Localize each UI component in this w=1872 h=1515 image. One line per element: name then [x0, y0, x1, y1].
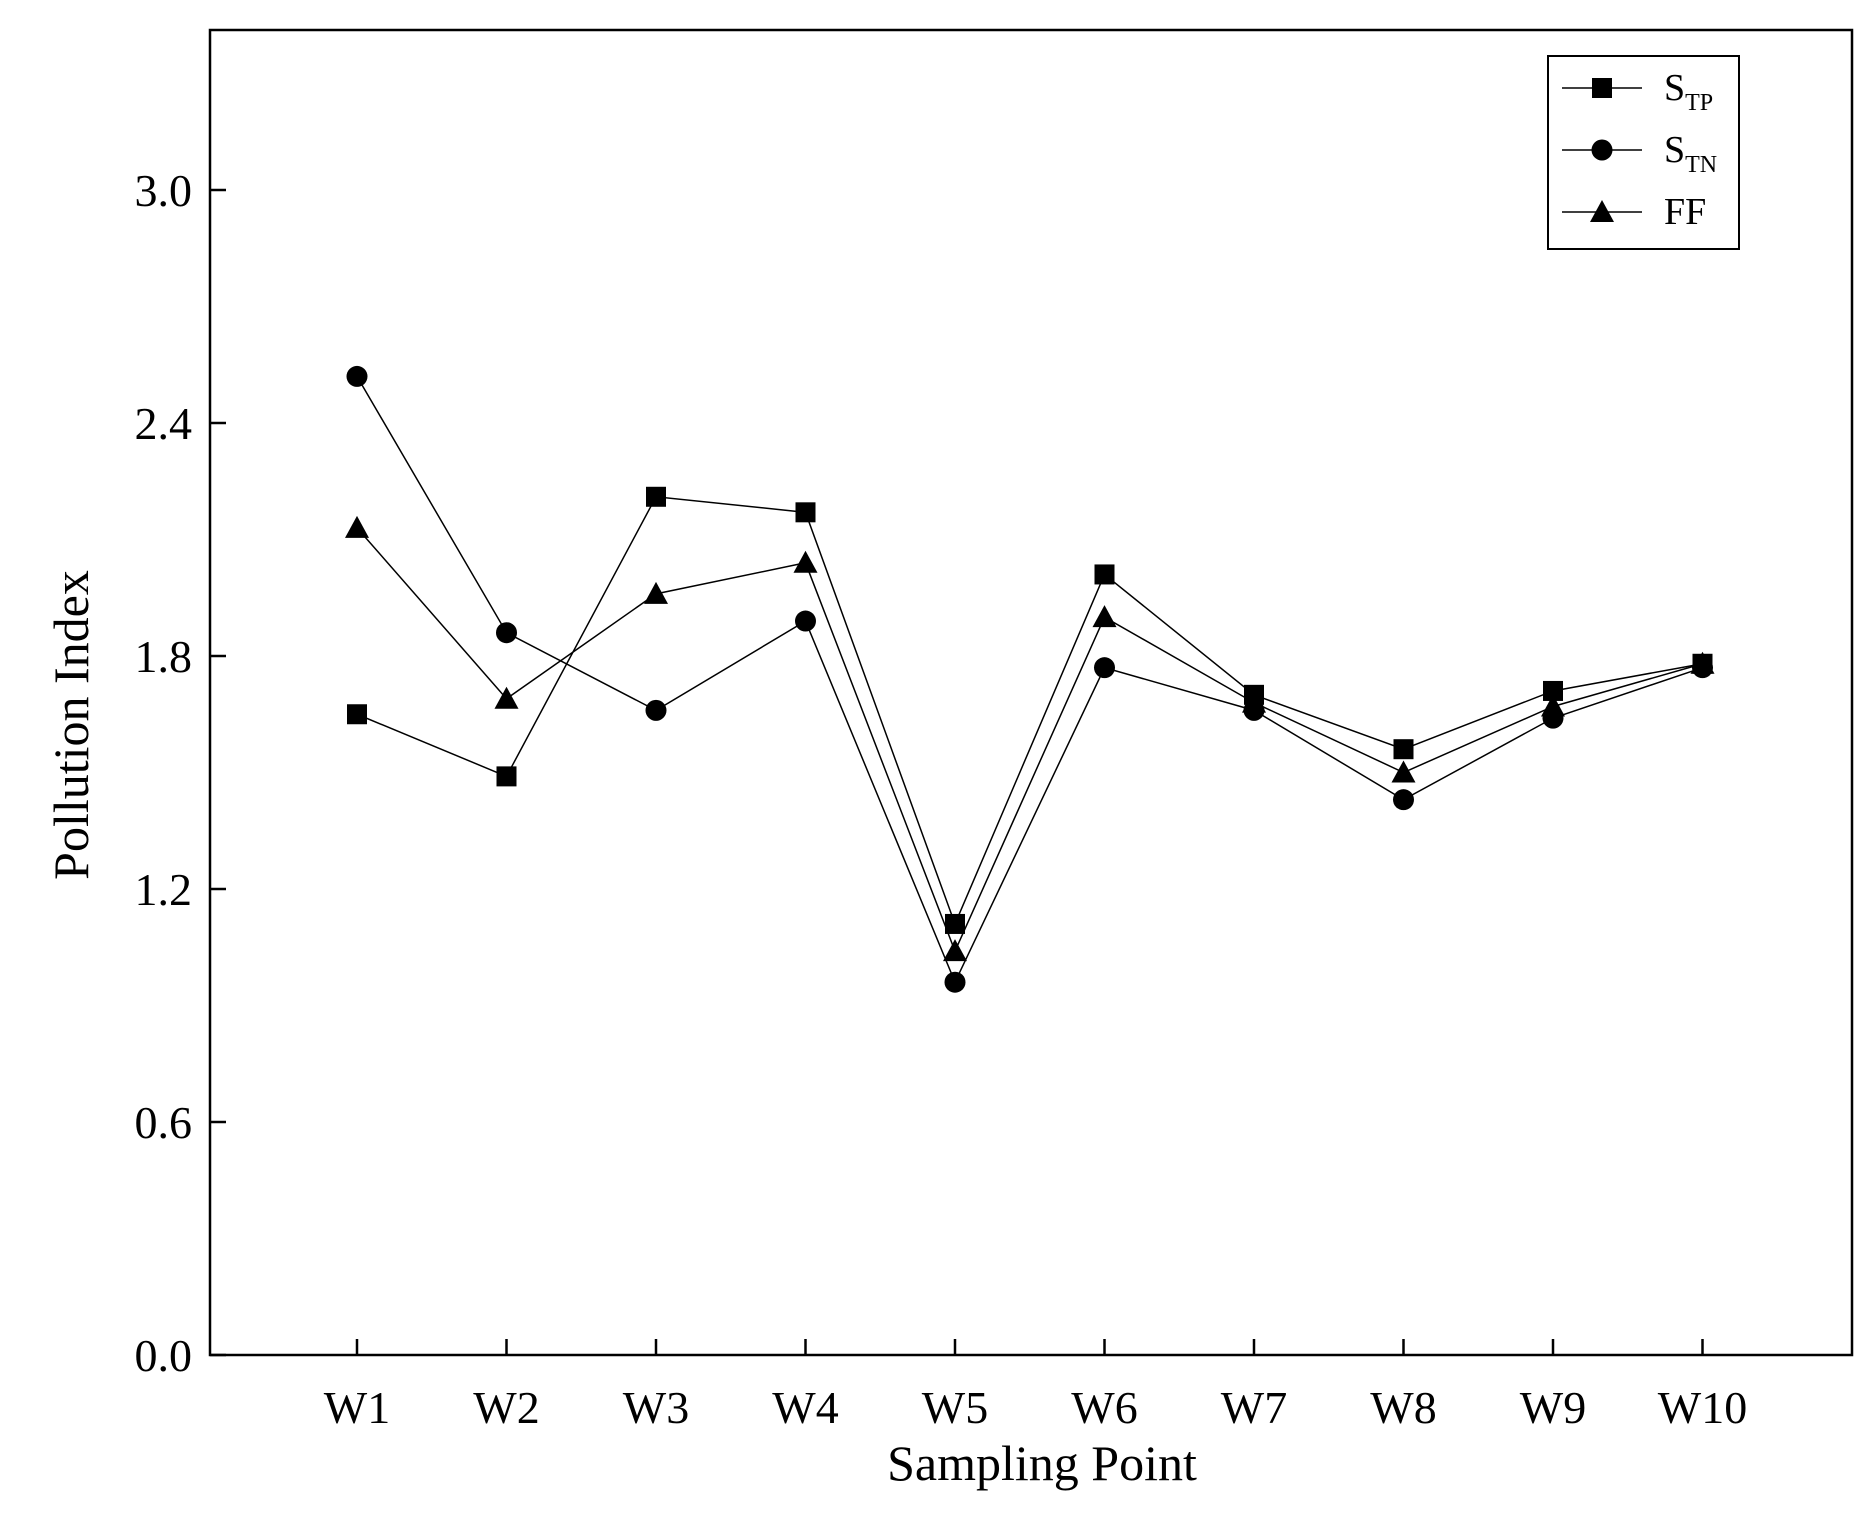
data-point-w7: [1242, 690, 1266, 713]
x-tick-label-w4: W4: [772, 1382, 838, 1433]
legend-box: [1547, 55, 1740, 250]
y-tick-label: 1.2: [135, 864, 193, 915]
data-point-w2: [494, 686, 519, 709]
ticks-layer: 0.0 0.6 1.2 1.8 2.4 3.0 W1 W2 W3 W4 W5 W6 W7 W8 W9 W10: [135, 165, 1748, 1433]
data-point-w1: [346, 365, 368, 387]
x-tick-label-w10: W10: [1658, 1382, 1747, 1433]
legend-label: FF: [1664, 191, 1706, 233]
data-point-w8: [1393, 789, 1414, 811]
data-point-w4: [793, 550, 818, 573]
x-tick-label-w7: W7: [1221, 1382, 1287, 1433]
data-point-w1: [347, 704, 367, 725]
legend-marker: [1592, 78, 1612, 98]
legend-marker: [1591, 139, 1613, 161]
series-layer: [345, 365, 1715, 993]
data-point-w3: [644, 581, 668, 604]
data-point-w9: [1541, 694, 1565, 717]
data-point-w8: [1391, 760, 1416, 783]
legend-item: FF: [1562, 191, 1706, 233]
x-tick-label-w8: W8: [1370, 1382, 1436, 1433]
x-tick-label-w9: W9: [1520, 1382, 1586, 1433]
y-tick-label: 0.0: [135, 1330, 193, 1381]
series-line: [356, 527, 1703, 954]
data-point-w2: [496, 622, 517, 644]
y-axis-title: Pollution Index: [43, 570, 99, 880]
y-tick-label: 0.6: [135, 1097, 193, 1148]
x-tick-label-w5: W5: [922, 1382, 988, 1433]
y-tick-label: 1.8: [135, 631, 193, 682]
data-point-w1: [345, 515, 369, 538]
data-point-w6: [1094, 564, 1115, 585]
data-point-w5: [943, 939, 967, 962]
x-axis-title: Sampling Point: [887, 1435, 1197, 1491]
y-tick-label: 3.0: [135, 165, 193, 216]
data-point-w8: [1393, 739, 1414, 760]
plot-area-frame: [208, 28, 1854, 1357]
data-point-w10: [1690, 651, 1715, 674]
data-point-w4: [795, 610, 816, 632]
x-tick-label-w6: W6: [1071, 1382, 1137, 1433]
data-point-w3: [646, 486, 666, 507]
data-point-w5: [945, 913, 965, 934]
x-tick-label-w3: W3: [623, 1382, 689, 1433]
x-tick-label-w2: W2: [473, 1382, 539, 1433]
data-point-w5: [944, 971, 966, 993]
data-point-w6: [1094, 657, 1115, 679]
x-tick-label-w1: W1: [324, 1382, 390, 1433]
data-point-w2: [496, 766, 517, 787]
series-line: [356, 376, 1703, 985]
series-stp: [347, 486, 1713, 934]
series-ff: [345, 515, 1715, 962]
data-point-w3: [645, 699, 667, 721]
series-line: [356, 495, 1703, 926]
y-tick-label: 2.4: [135, 398, 193, 449]
data-point-w6: [1092, 605, 1117, 628]
data-point-w4: [795, 502, 816, 523]
legend-marker: [1590, 200, 1614, 222]
series-stn: [346, 365, 1713, 993]
data-point-w9: [1543, 680, 1563, 701]
